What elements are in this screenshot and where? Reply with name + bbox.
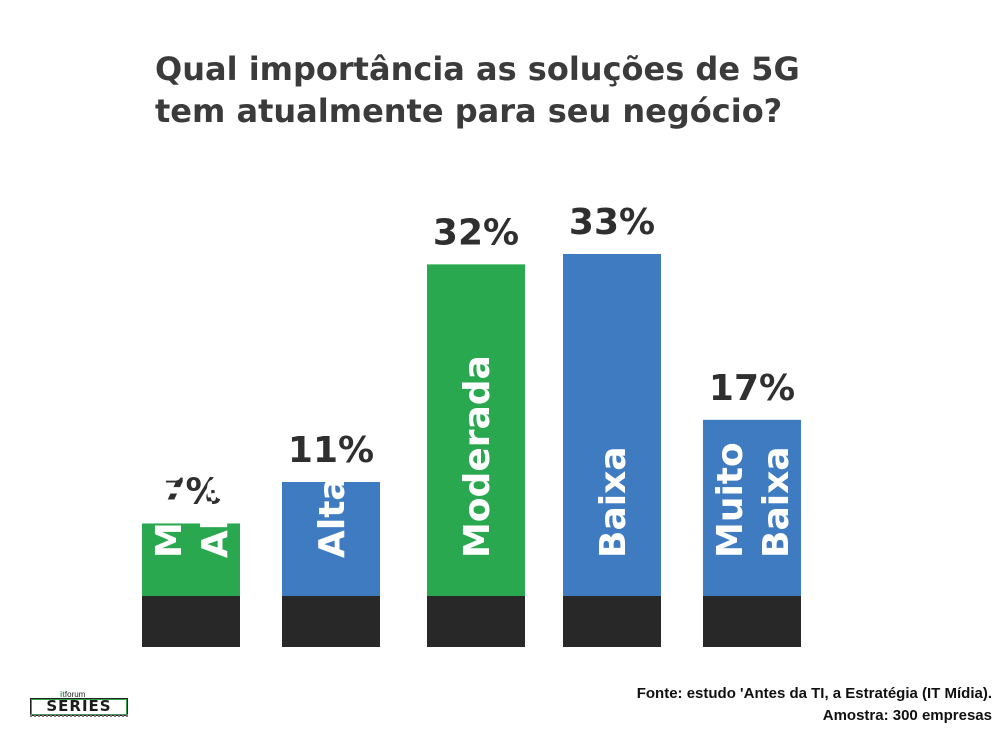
category-label-5-line-2: Baixa [756,446,797,558]
category-label-1-line-1: Muito [149,442,190,558]
chart-title-line-1: Qual importância as soluções de 5G [155,50,800,88]
category-label-2-line-1: Alta [312,476,353,558]
chart-title: Qual importância as soluções de 5G tem a… [155,48,915,132]
bar-chart: 7%Muito Alta11%Alta32%Moderada33%Baixa17%… [142,202,801,647]
value-label-3: 32% [433,212,519,253]
logo-wordmark: SERIES [46,697,112,715]
chart-title-line-2: tem atualmente para seu negócio? [155,92,783,130]
category-label-4-line-1: Baixa [593,446,634,558]
bar-base-5 [703,596,801,647]
source-line-2: Amostra: 300 empresas [822,707,992,724]
bar-3 [427,264,525,596]
bar-base-4 [563,596,661,647]
bar-base-2 [282,596,380,647]
logo-prefix: itforum [60,690,86,699]
logo-subline [30,714,128,717]
category-label-3: Moderada [457,355,498,558]
category-label-5-line-1: Muito [710,442,751,558]
category-label-3-line-1: Moderada [457,355,498,558]
itforum-series-logo: itforum SERIES [30,690,128,718]
value-label-4: 33% [569,202,655,243]
category-label-1-line-2: Alta [195,476,236,558]
bar-4 [563,254,661,596]
value-label-2: 11% [288,430,374,471]
bar-base-1 [142,596,240,647]
category-label-4: Baixa [593,446,634,558]
category-label-1: Muito Alta [149,442,236,558]
value-label-5: 17% [709,368,795,409]
value-label-1: 7% [160,471,221,512]
bar-5 [703,419,801,596]
bar-2 [282,482,380,596]
category-label-2: Alta [312,476,353,558]
bar-1 [142,523,240,596]
category-label-5: Muito Baixa [710,442,797,558]
source-note: Fonte: estudo 'Antes da TI, a Estratégia… [637,683,992,727]
source-line-1: Fonte: estudo 'Antes da TI, a Estratégia… [636,685,992,702]
bar-base-3 [427,596,525,647]
